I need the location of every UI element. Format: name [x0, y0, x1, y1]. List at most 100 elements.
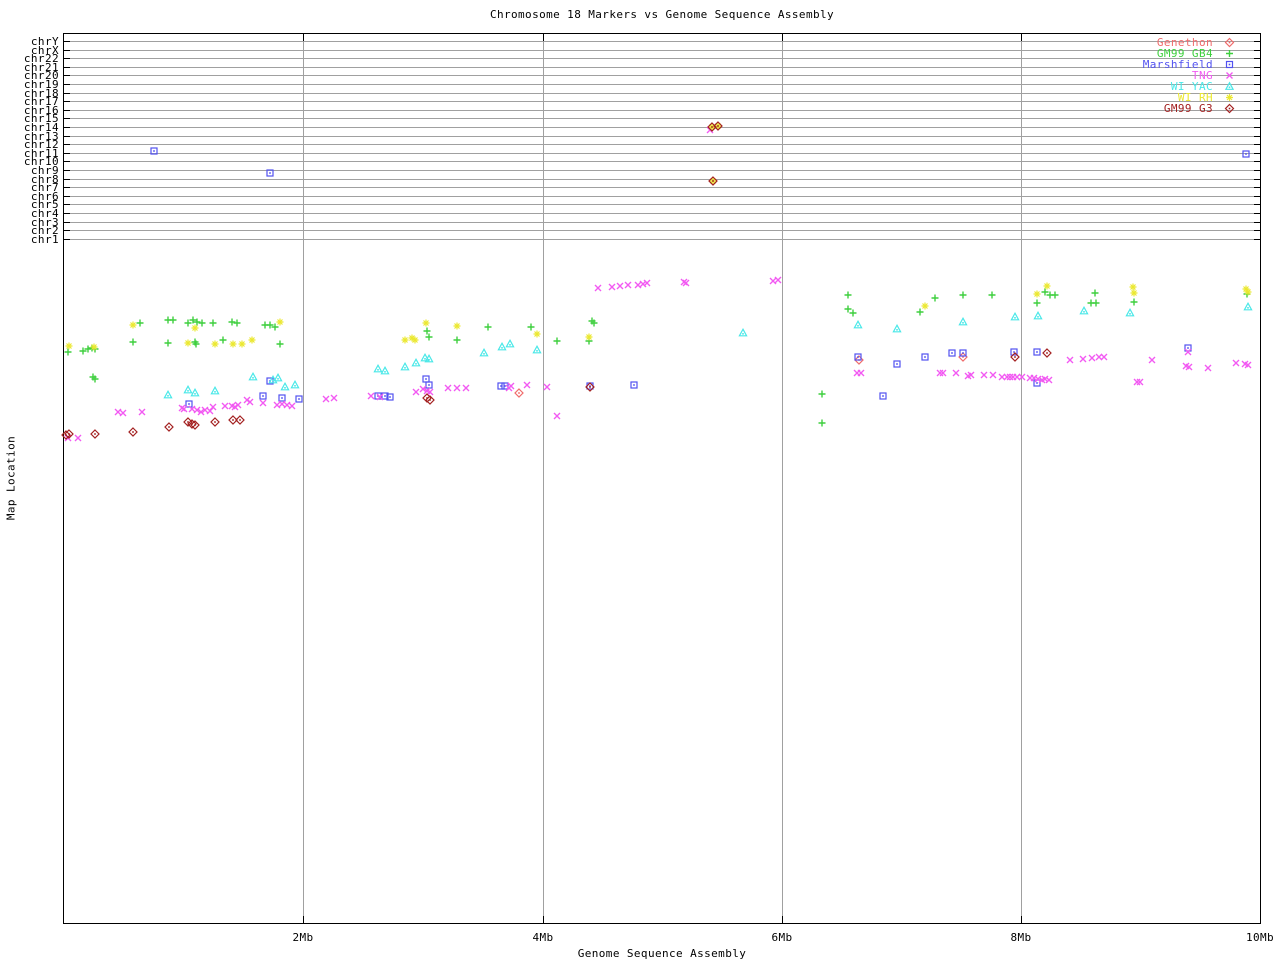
right-tick: [1254, 144, 1260, 145]
left-tick: [64, 170, 70, 171]
left-tick: [64, 50, 70, 51]
right-tick: [1254, 118, 1260, 119]
left-tick: [64, 101, 70, 102]
chr-gridline: [64, 110, 1260, 111]
diamond-icon: [1224, 103, 1235, 114]
chromosome-label: chrX: [30, 44, 59, 57]
chart-title: Chromosome 18 Markers vs Genome Sequence…: [489, 8, 835, 21]
left-tick: [64, 161, 70, 162]
top-tick: [1021, 34, 1022, 41]
bottom-tick: [1021, 916, 1022, 923]
legend-item: Marshfield: [0, 59, 1280, 70]
right-tick: [1254, 58, 1260, 59]
chr-gridline: [64, 230, 1260, 231]
left-tick: [64, 204, 70, 205]
chr-gridline: [64, 239, 1260, 240]
chromosome-label: chr5: [30, 198, 59, 211]
chr-gridline: [64, 204, 1260, 205]
legend-label: GM99 GB4: [1156, 47, 1213, 60]
top-tick: [303, 34, 304, 41]
chr-gridline: [64, 50, 1260, 51]
left-tick: [64, 196, 70, 197]
right-tick: [1254, 187, 1260, 188]
x-tick-label: 4Mb: [532, 931, 554, 944]
right-tick: [1254, 110, 1260, 111]
chromosome-label: chr20: [23, 69, 59, 82]
right-tick: [1254, 101, 1260, 102]
chr-gridline: [64, 93, 1260, 94]
chromosome-label: chr15: [23, 112, 59, 125]
left-tick: [64, 41, 70, 42]
chromosome-label: chr14: [23, 121, 59, 134]
legend-item: GM99 GB4: [0, 48, 1280, 59]
chromosome-label: chr12: [23, 138, 59, 151]
left-tick: [64, 110, 70, 111]
y-axis-title-text: Map Location: [4, 435, 18, 521]
right-tick: [1254, 222, 1260, 223]
plot-area: [63, 33, 1261, 924]
right-tick: [1254, 239, 1260, 240]
chromosome-label: chr21: [23, 61, 59, 74]
x-gridline: [1021, 34, 1022, 923]
chromosome-label: chr10: [23, 155, 59, 168]
right-tick: [1254, 127, 1260, 128]
chromosome-label: chr18: [23, 87, 59, 100]
chromosome-label: chr17: [23, 95, 59, 108]
legend-marker-icon: [1223, 102, 1236, 115]
x-tick-label: 8Mb: [1010, 931, 1032, 944]
chr-gridline: [64, 101, 1260, 102]
legend-item: Genethon: [0, 37, 1280, 48]
chromosome-label: chr16: [23, 104, 59, 117]
chr-gridline: [64, 213, 1260, 214]
left-tick: [64, 127, 70, 128]
left-tick: [64, 222, 70, 223]
chr-gridline: [64, 75, 1260, 76]
right-tick: [1254, 41, 1260, 42]
legend-item: WI YAC: [0, 81, 1280, 92]
chr-gridline: [64, 170, 1260, 171]
chromosome-label: chr8: [30, 173, 59, 186]
legend-item: TNG: [0, 70, 1280, 81]
top-tick: [782, 34, 783, 41]
x-tick-label: 6Mb: [771, 931, 793, 944]
legend-label: TNG: [1191, 69, 1213, 82]
left-tick: [64, 136, 70, 137]
right-tick: [1254, 196, 1260, 197]
chr-gridline: [64, 196, 1260, 197]
chr-gridline: [64, 179, 1260, 180]
left-tick: [64, 67, 70, 68]
right-tick: [1254, 213, 1260, 214]
chr-gridline: [64, 187, 1260, 188]
right-tick: [1254, 67, 1260, 68]
chr-gridline: [64, 222, 1260, 223]
chromosome-label: chr9: [30, 164, 59, 177]
x-gridline: [303, 34, 304, 923]
chr-gridline: [64, 153, 1260, 154]
chr-gridline: [64, 84, 1260, 85]
left-tick: [64, 230, 70, 231]
right-tick: [1254, 136, 1260, 137]
chromosome-label: chr1: [30, 233, 59, 246]
chr-gridline: [64, 67, 1260, 68]
bottom-tick: [303, 916, 304, 923]
right-tick: [1254, 84, 1260, 85]
right-tick: [1254, 204, 1260, 205]
right-tick: [1254, 93, 1260, 94]
chromosome-label: chr13: [23, 130, 59, 143]
left-tick: [64, 187, 70, 188]
left-tick: [64, 239, 70, 240]
chromosome-label: chr7: [30, 181, 59, 194]
left-tick: [64, 153, 70, 154]
left-tick: [64, 84, 70, 85]
x-gridline: [782, 34, 783, 923]
chromosome-label: chr2: [30, 224, 59, 237]
x-tick-label: 10Mb: [1245, 931, 1275, 944]
chromosome-label: chrY: [30, 35, 59, 48]
right-tick: [1254, 50, 1260, 51]
chr-gridline: [64, 136, 1260, 137]
chromosome-label: chr19: [23, 78, 59, 91]
left-tick: [64, 118, 70, 119]
chromosome-label: chr22: [23, 52, 59, 65]
top-tick: [543, 34, 544, 41]
